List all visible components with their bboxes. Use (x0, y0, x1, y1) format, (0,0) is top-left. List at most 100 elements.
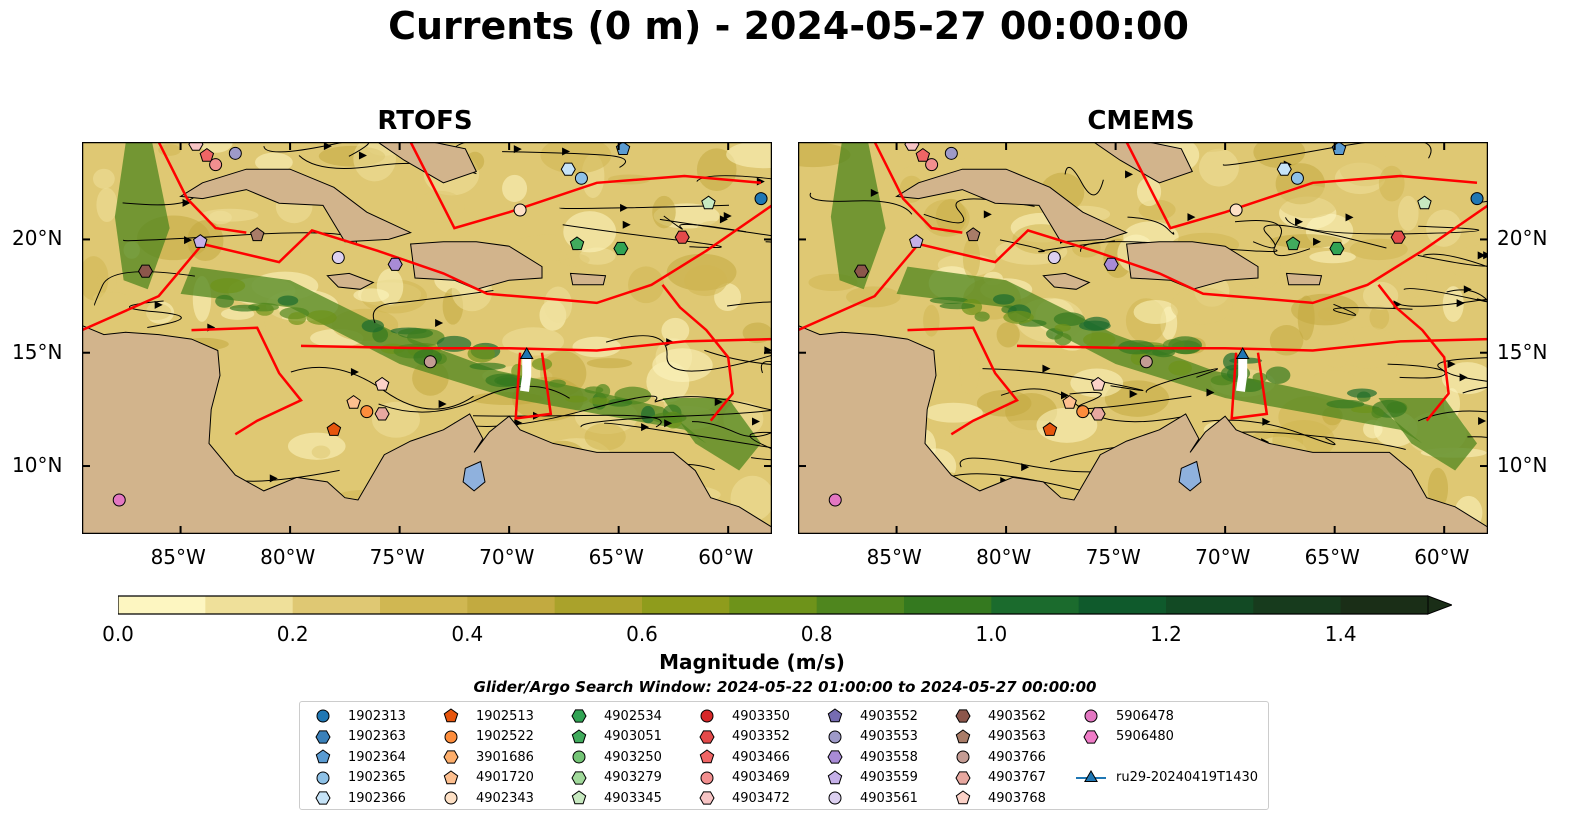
streamline (129, 300, 182, 328)
speed-texture (1104, 380, 1170, 417)
eez-boundary (1377, 284, 1450, 422)
streamline-arrow (184, 236, 193, 245)
legend-item: 5906478 (1076, 706, 1174, 726)
colorbar-segment (729, 596, 818, 614)
streamline (1423, 253, 1488, 268)
streamline (604, 422, 772, 449)
speed-texture (208, 210, 232, 225)
legend-label: 4903563 (988, 729, 1046, 744)
eez-boundary (1016, 337, 1488, 352)
glider-track (1236, 355, 1248, 392)
speed-texture (661, 317, 690, 344)
fast-current-band (1378, 398, 1478, 471)
streamline-arrow (1447, 360, 1456, 369)
legend-label: 4903350 (732, 708, 790, 724)
legend-label: 4903766 (988, 749, 1046, 765)
speed-texture (353, 142, 396, 182)
legend-marker (571, 770, 587, 785)
legend-item: 4901720 (436, 768, 534, 788)
legend-label: 1902366 (348, 790, 406, 806)
colorbar-segment (380, 596, 468, 614)
streamline-arrow (1345, 213, 1354, 222)
legend-label: 1902365 (348, 770, 406, 785)
streamline-arrow (983, 210, 992, 219)
float-marker-4903559 (193, 234, 208, 248)
streamline-arrow (1187, 213, 1196, 222)
float-marker-1902365 (1290, 171, 1304, 185)
speed-texture (306, 310, 337, 325)
y-tick-label-right: 20°N (1497, 226, 1548, 251)
colorbar-tick-label: 0.6 (626, 622, 658, 646)
colorbar-tick-label: 1.2 (1150, 622, 1182, 646)
streamline (1069, 391, 1192, 410)
speed-texture (996, 322, 1020, 348)
figure-title: Currents (0 m) - 2024-05-27 00:00:00 (388, 4, 1189, 48)
float-marker-1902313 (1470, 192, 1484, 206)
streamline-arrow (664, 419, 673, 428)
y-tick-label-left: 15°N (12, 339, 63, 364)
speed-texture (1170, 287, 1233, 325)
streamline-arrow (1061, 391, 1070, 400)
streamline (1145, 368, 1218, 393)
speed-texture (210, 278, 246, 294)
speed-texture (1297, 295, 1315, 341)
streamline-arrow (1456, 299, 1465, 308)
streamline (1285, 217, 1479, 235)
float-marker-4903561 (1047, 251, 1061, 265)
float-marker-4903466 (915, 147, 931, 162)
speed-texture (353, 288, 390, 302)
legend-label: 4903472 (732, 790, 790, 806)
float-marker-4903561 (331, 251, 345, 265)
streamline (982, 368, 1144, 391)
float-marker-4903352 (674, 230, 690, 244)
eez-boundary (1125, 142, 1478, 230)
legend-marker (571, 790, 587, 805)
speed-texture (311, 445, 331, 459)
float-marker-4902534 (613, 241, 629, 256)
legend-label: 4902343 (476, 790, 534, 806)
legend-item: 1902364 (308, 747, 406, 767)
speed-texture (742, 322, 772, 344)
speed-texture (798, 142, 851, 168)
streamline (1000, 388, 1182, 423)
float-marker-4903558 (1103, 257, 1119, 271)
speed-texture (544, 286, 573, 323)
speed-texture (974, 311, 990, 322)
float-marker-4903563 (250, 227, 265, 242)
legend-item: 4903558 (820, 747, 918, 767)
streamline (378, 385, 570, 413)
float-marker-4903768 (374, 376, 390, 391)
float-marker-4903466 (199, 147, 215, 162)
legend-label: 4902534 (604, 708, 662, 724)
streamline-arrow (1021, 463, 1030, 472)
float-marker-4903562 (853, 264, 870, 278)
fast-current-band (114, 142, 170, 290)
legend-item: 1902522 (436, 727, 534, 747)
speed-texture (976, 389, 1032, 417)
speed-texture (416, 190, 465, 223)
x-tick-label: 60°W (1414, 545, 1470, 569)
legend-item: 4903562 (948, 706, 1046, 726)
colorbar (118, 595, 1452, 615)
colorbar-segment (467, 596, 556, 614)
speed-texture (92, 168, 115, 189)
float-marker-4903472 (188, 142, 204, 151)
legend-label: 1902363 (348, 729, 406, 744)
streamline (1202, 419, 1336, 446)
speed-texture (397, 328, 434, 339)
legend-marker (444, 730, 458, 743)
streamline (290, 366, 474, 410)
legend-marker (828, 791, 842, 805)
legend-item: 4903552 (820, 706, 918, 726)
land (410, 241, 543, 290)
eez-boundary (191, 326, 303, 436)
float-marker-1902513 (326, 422, 342, 436)
legend-marker (571, 728, 587, 743)
speed-texture (1252, 372, 1268, 383)
x-tick-label: 75°W (369, 545, 425, 569)
speed-texture (1400, 261, 1427, 298)
streamline-arrow (714, 398, 723, 407)
colorbar-extend-arrow (1427, 595, 1452, 615)
speed-texture (96, 187, 118, 223)
land (569, 272, 607, 286)
